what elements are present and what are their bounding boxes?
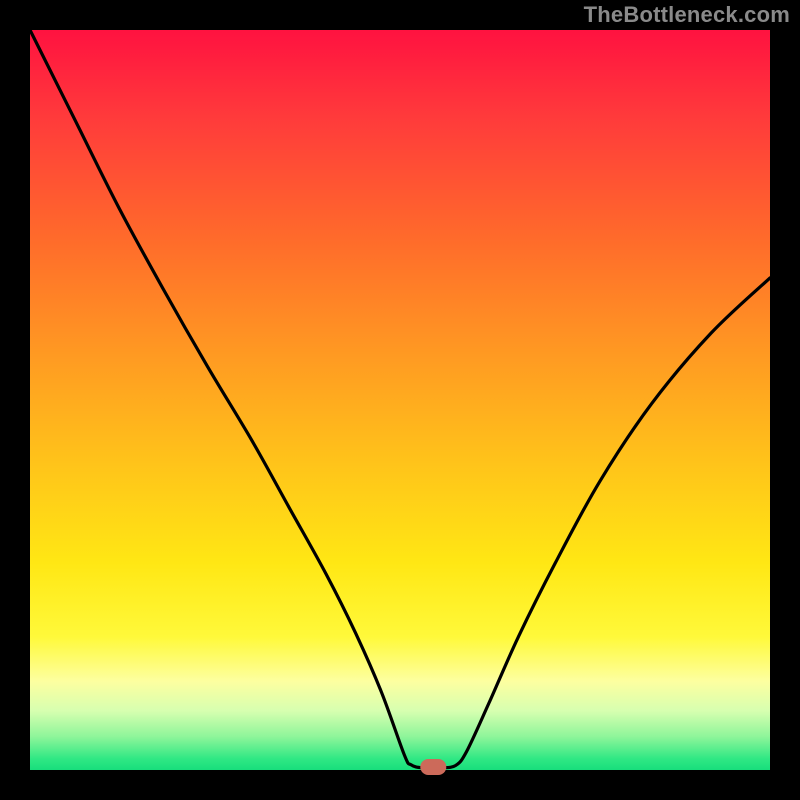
watermark-text: TheBottleneck.com [584, 2, 790, 28]
bottleneck-chart [0, 0, 800, 800]
plot-background [30, 30, 770, 770]
optimum-marker [420, 759, 446, 775]
chart-frame: TheBottleneck.com [0, 0, 800, 800]
